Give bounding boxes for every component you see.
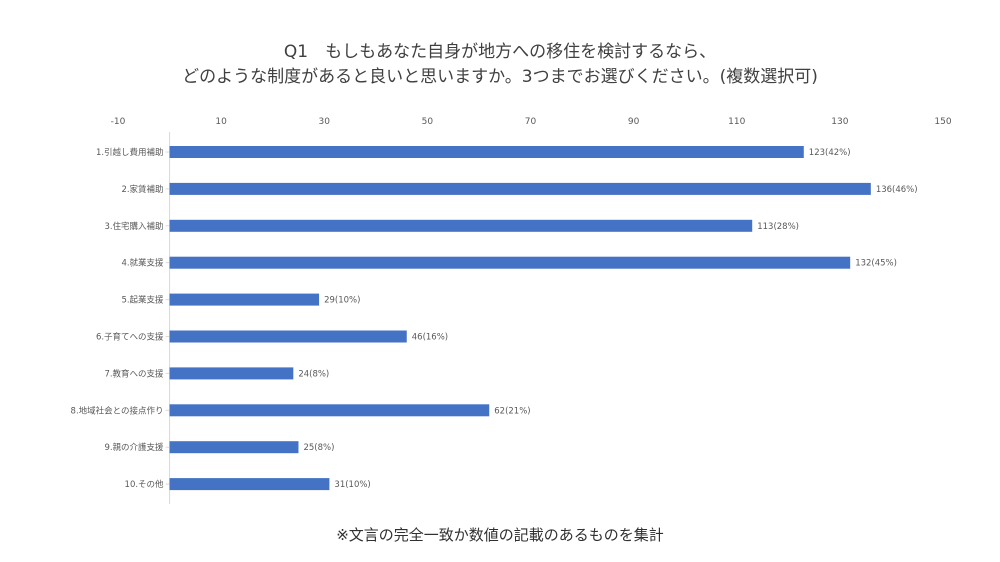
data-label: 113(28%)	[757, 222, 799, 232]
data-label: 136(46%)	[876, 185, 918, 195]
chart-title-line-2: どのような制度があると良いと思いますか。3つまでお選びください。(複数選択可)	[182, 67, 818, 87]
bar	[169, 441, 299, 454]
x-tick-label: 30	[319, 117, 331, 127]
category-label: 10.その他	[125, 479, 165, 490]
x-tick-label: 150	[934, 117, 951, 127]
category-label: 2.家賃補助	[121, 184, 163, 195]
bar	[169, 146, 804, 158]
x-tick-label: 130	[831, 117, 848, 127]
chart-footnote: ※文言の完全一致か数値の記載のあるものを集計	[336, 526, 664, 544]
bar	[169, 367, 294, 380]
x-tick-label: 110	[728, 117, 745, 127]
data-label: 29(10%)	[324, 296, 360, 306]
data-label: 132(45%)	[855, 259, 897, 269]
bar	[169, 182, 871, 195]
category-label: 8.地域社会との接点作り	[71, 405, 164, 416]
data-label: 62(21%)	[494, 406, 530, 416]
bar	[169, 293, 320, 306]
category-label: 4.就業支援	[121, 258, 164, 269]
bar	[169, 330, 407, 343]
category-label: 3.住宅購入補助	[104, 221, 163, 232]
chart-title: Q1 もしもあなた自身が地方への移住を検討するなら、 どのような制度があると良い…	[0, 40, 1000, 90]
bar	[169, 478, 330, 491]
x-tick-label: 50	[422, 117, 434, 127]
x-tick-label: 90	[628, 117, 640, 127]
data-label: 31(10%)	[334, 480, 370, 490]
category-label: 7.教育への支援	[104, 368, 164, 379]
x-tick-label: 10	[215, 117, 227, 127]
category-label: 6.子育てへの支援	[96, 332, 164, 343]
data-label: 24(8%)	[298, 369, 329, 379]
chart-title-line-1: Q1 もしもあなた自身が地方への移住を検討するなら、	[283, 42, 717, 62]
x-tick-label: 70	[525, 117, 537, 127]
data-label: 123(42%)	[809, 148, 851, 158]
bar	[169, 219, 753, 232]
bar	[169, 404, 490, 417]
bar	[169, 256, 851, 269]
data-label: 46(16%)	[412, 333, 448, 343]
category-label: 5.起業支援	[121, 295, 164, 306]
x-tick-label: -10	[111, 117, 126, 127]
data-label: 25(8%)	[303, 443, 334, 453]
category-label: 9.親の介護支援	[104, 442, 164, 453]
category-label: 1.引越し費用補助	[96, 147, 164, 158]
